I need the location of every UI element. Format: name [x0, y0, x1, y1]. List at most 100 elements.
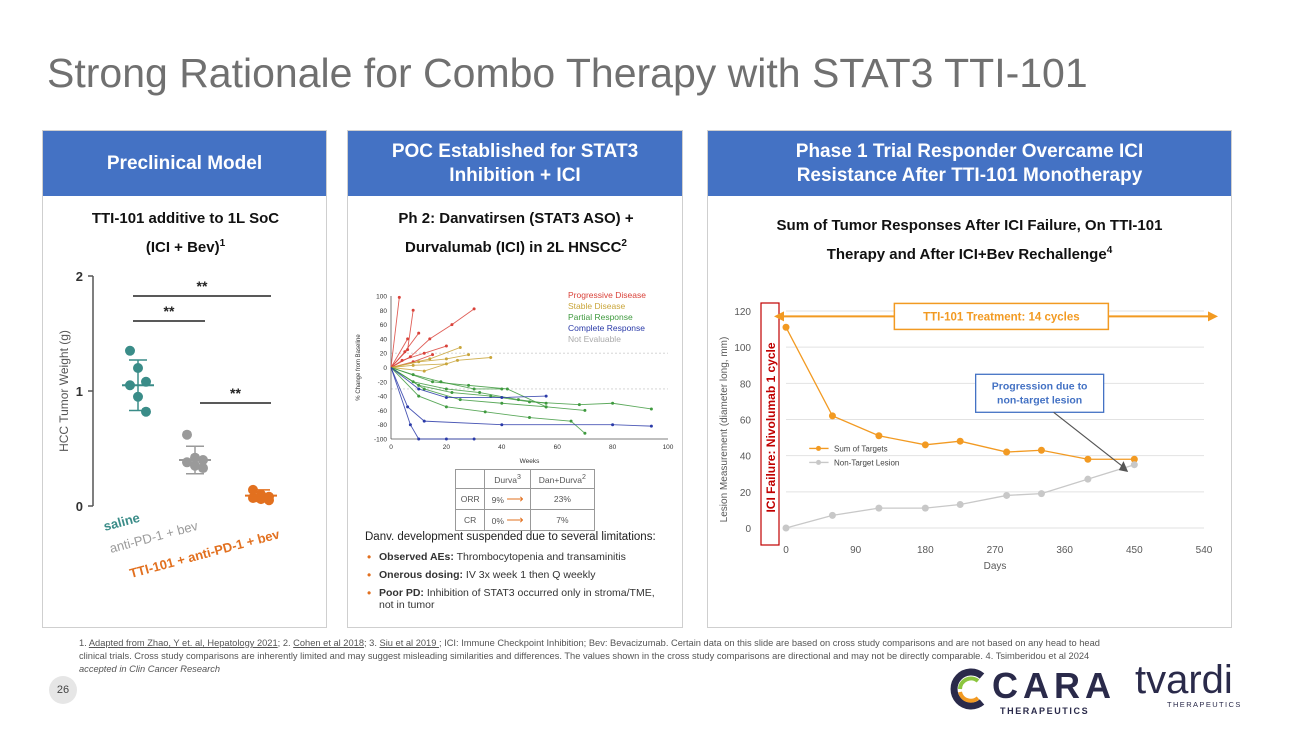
treatment-label-box [893, 302, 1110, 331]
data-point [141, 406, 151, 417]
series-line [390, 338, 409, 368]
x-tick-label: 20 [443, 444, 451, 451]
series-point [458, 398, 462, 402]
series-point [406, 337, 410, 341]
pointer-arrow-head [1118, 461, 1129, 472]
y-tick-label: 100 [376, 294, 387, 301]
panel-poc-header: POC Established for STAT3 Inhibition + IC… [348, 131, 682, 196]
series-point [417, 437, 421, 441]
footnote-ref-1[interactable]: Adapted from Zhao, Y et. al, Hepatology … [88, 638, 278, 648]
series-point [444, 437, 448, 441]
cell-durva: 0% ⟶ [484, 508, 531, 531]
cara-logo: CARA THERAPEUTICS [948, 662, 1120, 718]
series-point [583, 431, 587, 435]
list-item: Observed AEs: Thrombocytopenia and trans… [365, 551, 670, 563]
y-tick-label: -80 [378, 422, 388, 429]
arrow-head-left [774, 311, 784, 322]
series-point [956, 500, 964, 508]
series-point [472, 387, 476, 391]
series-point [422, 369, 426, 373]
series-point [921, 504, 929, 512]
series-point [411, 373, 415, 377]
series-point [467, 383, 471, 387]
series-point [875, 432, 883, 440]
x-tick-label: 0 [783, 545, 789, 556]
series-line [390, 367, 652, 410]
series-point [458, 345, 462, 349]
cell-combo: 23% [529, 487, 596, 510]
series-point [782, 323, 790, 331]
legend-entry: Partial Response [568, 312, 633, 322]
category-label: saline [102, 510, 141, 534]
limitations-title: Danv. development suspended due to sever… [365, 531, 656, 543]
series-point [828, 412, 836, 420]
row-label: ORR [454, 487, 486, 510]
series-point [408, 423, 412, 427]
series-point [828, 511, 836, 519]
y-axis-label: HCC Tumor Weight (g) [57, 330, 71, 452]
series-point [875, 504, 883, 512]
series-line [390, 308, 475, 368]
x-tick-label: 450 [1126, 545, 1143, 556]
legend-marker [816, 445, 822, 451]
series-point [577, 403, 581, 407]
series-point [500, 401, 504, 405]
series-point [544, 405, 548, 409]
col-durva: Durva3 [484, 469, 531, 489]
series-point [439, 380, 443, 384]
cara-c-icon [950, 668, 985, 710]
y-tick-label: 0 [76, 499, 83, 514]
y-tick-label: 120 [734, 307, 751, 318]
footnote-ref-2[interactable]: Cohen et al 2018 [293, 638, 364, 648]
response-table: Durva3 Dan+Durva2 ORR 9% ⟶ 23% CR 0% ⟶ 7… [454, 469, 596, 531]
series-point [544, 394, 548, 398]
progression-label-line2: non-target lesion [997, 394, 1082, 406]
subtitle-line2: Durvalumab (ICI) in 2L HNSCC2 [405, 238, 627, 256]
cell-combo: 7% [529, 508, 596, 531]
tvardi-wordmark: tvardi [1135, 658, 1233, 702]
series-point [431, 380, 435, 384]
panel-preclinical-subtitle: TTI-101 additive to 1L SoC (ICI + Bev)1 [43, 206, 328, 260]
subtitle-line2: (ICI + Bev)1 [145, 238, 226, 256]
y-tick-label: 40 [380, 336, 388, 343]
legend-entry: Progressive Disease [568, 290, 646, 300]
x-tick-label: 0 [389, 444, 393, 451]
x-tick-label: 100 [663, 444, 674, 451]
series-point [1130, 461, 1138, 469]
legend-entry: Complete Response [568, 323, 645, 333]
series-point [455, 358, 459, 362]
y-tick-label: 100 [734, 343, 751, 354]
series-point [1130, 455, 1138, 463]
right-arrow-icon: ⟶ [506, 491, 524, 506]
tvardi-logo: tvardi THERAPEUTICS [1135, 658, 1260, 714]
y-tick-label: -100 [374, 437, 387, 444]
footnote-ref-3[interactable]: Siu et al 2019 [379, 638, 439, 648]
series-point [505, 387, 509, 391]
significance-label: ** [230, 385, 241, 401]
progression-label-line1: Progression due to [992, 380, 1088, 392]
header-line2: Resistance After TTI-101 Monotherapy [796, 164, 1143, 186]
right-arrow-icon: ⟶ [506, 512, 524, 527]
series-point [400, 358, 404, 362]
series-point [921, 441, 929, 449]
progression-box [974, 373, 1105, 413]
y-tick-label: -60 [378, 408, 388, 415]
series-point [583, 408, 587, 412]
series-point [472, 437, 476, 441]
x-axis-label: Weeks [520, 458, 540, 465]
list-item: Poor PD: Inhibition of STAT3 occurred on… [365, 587, 670, 611]
tvardi-subtitle: THERAPEUTICS [1167, 700, 1242, 709]
data-point [182, 429, 192, 440]
y-tick-label: 20 [380, 351, 388, 358]
series-point [478, 391, 482, 395]
series-point [467, 353, 471, 357]
series-point [444, 362, 448, 366]
series-point [444, 405, 448, 409]
treatment-label: TTI-101 Treatment: 14 cycles [923, 311, 1080, 323]
series-line [390, 357, 491, 372]
series-line [390, 297, 400, 368]
subtitle-line1: TTI-101 additive to 1L SoC [91, 210, 280, 227]
series-line [390, 345, 447, 368]
significance-label: ** [197, 278, 208, 294]
